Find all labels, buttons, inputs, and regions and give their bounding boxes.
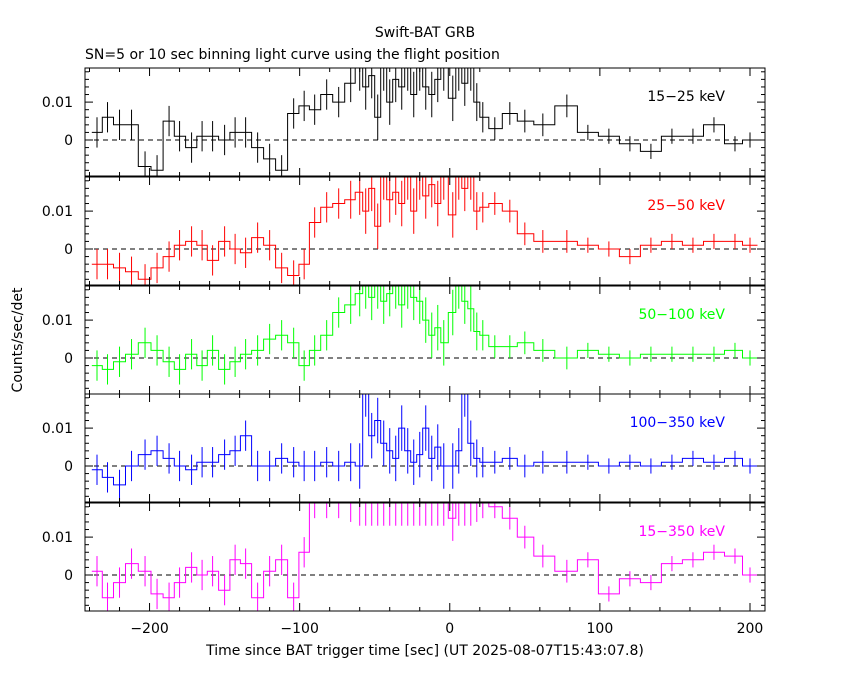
x-tick-label: 100 (587, 621, 614, 637)
y-tick-label: 0.01 (42, 421, 73, 437)
panel-1: 0 0.01 15−25 keV (42, 67, 766, 177)
series-4 (91, 394, 758, 501)
x-tick-labels: −200 −100 0 100 200 (130, 621, 763, 637)
panel-energy-label: 25−50 keV (647, 198, 725, 214)
y-tick-label: 0 (64, 133, 73, 149)
panel-energy-label: 15−25 keV (647, 89, 725, 105)
panel-frame (84, 502, 766, 612)
panel-energy-label: 15−350 keV (638, 524, 725, 540)
x-tick-label: 0 (445, 621, 454, 637)
panel-frame (84, 67, 766, 177)
panel-energy-label: 50−100 keV (638, 307, 725, 323)
series-3 (91, 286, 758, 385)
panels-group: 0 0.01 15−25 keV 0 0.01 25−50 keV 0 0.01 50−100 … (42, 67, 766, 637)
series-5 (91, 503, 758, 611)
panel-frame (84, 285, 766, 395)
chart-title: Swift-BAT GRB (375, 25, 475, 41)
panel-3: 0 0.01 50−100 keV (42, 285, 766, 395)
x-tick-label: −200 (130, 621, 168, 637)
chart-subtitle: SN=5 or 10 sec binning light curve using… (85, 47, 500, 63)
series-2 (91, 177, 758, 285)
y-tick-label: 0.01 (42, 95, 73, 111)
panel-frame (84, 393, 766, 503)
panel-5: 0 0.01 15−350 keV (42, 502, 766, 612)
y-axis-label: Counts/sec/det (10, 287, 26, 392)
panel-energy-label: 100−350 keV (630, 415, 726, 431)
x-tick-label: 200 (737, 621, 764, 637)
x-tick-label: −100 (280, 621, 318, 637)
panel-2: 0 0.01 25−50 keV (42, 176, 766, 286)
series-step-line (91, 503, 758, 599)
x-axis-label: Time since BAT trigger time [sec] (UT 20… (205, 643, 644, 659)
series-step-line (91, 394, 758, 486)
series-step-line (91, 177, 758, 280)
y-tick-label: 0 (64, 568, 73, 584)
y-tick-label: 0.01 (42, 313, 73, 329)
y-tick-label: 0 (64, 351, 73, 367)
panel-4: 0 0.01 100−350 keV (42, 393, 766, 503)
y-tick-label: 0 (64, 242, 73, 258)
y-tick-label: 0.01 (42, 530, 73, 546)
y-tick-label: 0.01 (42, 204, 73, 220)
panel-frame (84, 176, 766, 286)
y-tick-label: 0 (64, 459, 73, 475)
series-1 (91, 68, 758, 176)
